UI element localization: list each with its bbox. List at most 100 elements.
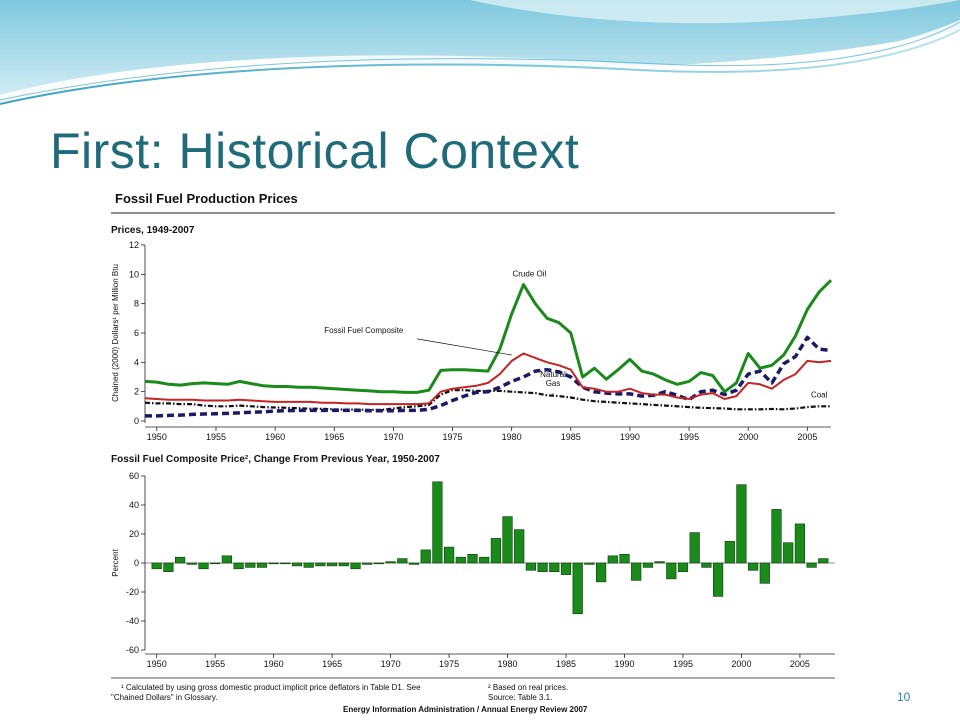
prices-y-tick-label: 0 xyxy=(134,416,139,426)
bar-1982 xyxy=(525,562,537,571)
bar-1991 xyxy=(631,562,642,581)
slide-title: First: Historical Context xyxy=(50,123,580,179)
change-x-tick-label: 1990 xyxy=(614,659,634,669)
bar-2001 xyxy=(747,562,759,571)
change-x-tick-label: 1970 xyxy=(381,659,401,669)
change-y-axis-label: Percent xyxy=(111,548,120,576)
bar-1988 xyxy=(595,562,607,583)
bar-2003 xyxy=(771,509,782,564)
series-line-natural-gas xyxy=(145,335,832,418)
bar-1961 xyxy=(280,562,291,565)
prices-y-tick-label: 8 xyxy=(134,299,139,309)
bar-1990 xyxy=(619,553,630,564)
bar-1973 xyxy=(420,549,431,564)
bar-2004 xyxy=(783,542,794,564)
bar-1992 xyxy=(642,562,653,568)
change-y-tick-label: 0 xyxy=(134,558,139,568)
prices-x-tick-label: 1960 xyxy=(265,432,285,442)
bar-1998 xyxy=(712,562,724,597)
footnote-right-1: ² Based on real prices. xyxy=(488,683,569,692)
prices-x-tick-label: 1975 xyxy=(443,432,463,442)
prices-y-axis-label: Chained (2000) Dollars¹ per Million Btu xyxy=(111,264,120,402)
bar-1964 xyxy=(315,562,326,567)
change-bar-chart: -60 -40 -20 0 20 40 60 1950 1955 1960 1965 1970 1975… xyxy=(111,471,835,669)
prices-y-tick-label: 4 xyxy=(134,357,139,367)
bar-1993 xyxy=(654,561,665,564)
bar-1979 xyxy=(490,538,502,564)
change-y-tick-label: -20 xyxy=(126,587,139,597)
footnote-left-1: ¹ Calculated by using gross domestic pro… xyxy=(121,683,421,692)
series-line-fossil-fuel-composite xyxy=(144,352,832,406)
annotation-composite-arrow xyxy=(416,338,512,356)
bar-1984 xyxy=(549,562,560,572)
bar-1972 xyxy=(408,562,420,565)
bar-2007 xyxy=(818,558,829,564)
prices-panel-title: Prices, 1949-2007 xyxy=(111,225,195,236)
change-x-tick-label: 1980 xyxy=(498,659,518,669)
prices-x-tick-label: 2000 xyxy=(738,432,758,442)
bar-2002 xyxy=(759,562,770,584)
bar-1962 xyxy=(291,562,303,567)
figure-title: Fossil Fuel Production Prices xyxy=(115,191,298,206)
change-y-tick-label: 20 xyxy=(129,529,139,539)
figure-credit: Energy Information Administration / Annu… xyxy=(343,705,588,714)
series-line-crude-oil xyxy=(144,279,833,394)
bar-1974 xyxy=(432,481,443,564)
prices-y-tick-label: 10 xyxy=(129,269,139,279)
prices-y-tick-label: 12 xyxy=(129,240,139,250)
change-x-tick-label: 1960 xyxy=(264,659,284,669)
annotation-natural-gas-line1: Natural xyxy=(540,370,566,379)
bar-1983 xyxy=(537,562,548,572)
bar-1987 xyxy=(584,562,595,565)
prices-line-chart: 0 2 4 6 8 10 12 1950 1955 1960 1965 1970 1975 1980 198… xyxy=(111,240,833,442)
change-x-tick-label: 1965 xyxy=(322,659,342,669)
change-x-tick-label: 1995 xyxy=(673,659,693,669)
bar-1994 xyxy=(666,562,677,580)
bar-1956 xyxy=(221,555,232,564)
bar-2000 xyxy=(736,484,747,564)
bar-1966 xyxy=(338,562,349,567)
change-y-tick-label: 40 xyxy=(129,500,139,510)
prices-x-tick-label: 1955 xyxy=(206,432,226,442)
prices-x-tick-label: 1965 xyxy=(324,432,344,442)
annotation-crude-oil: Crude Oil xyxy=(512,270,546,279)
page-number: 10 xyxy=(897,690,911,704)
change-x-tick-label: 1955 xyxy=(205,659,225,669)
bar-1967 xyxy=(350,562,361,570)
annotation-natural-gas-line2: Gas xyxy=(546,379,561,388)
bar-1989 xyxy=(607,555,618,564)
bar-1996 xyxy=(689,532,700,564)
bar-1950 xyxy=(151,562,162,570)
footnote-right-2: Source: Table 3.1. xyxy=(488,693,553,702)
change-y-tick-label: -40 xyxy=(126,616,139,626)
bar-1963 xyxy=(303,562,314,568)
change-x-tick-label: 2000 xyxy=(731,659,751,669)
prices-x-tick-label: 1980 xyxy=(502,432,522,442)
header-wave-banner xyxy=(0,0,960,110)
bar-1980 xyxy=(502,516,513,564)
bar-1957 xyxy=(233,562,244,570)
prices-x-tick-label: 1970 xyxy=(383,432,403,442)
bar-1981 xyxy=(514,529,525,564)
bar-1958 xyxy=(245,562,256,568)
annotation-fossil-fuel-composite: Fossil Fuel Composite xyxy=(324,326,404,335)
change-x-tick-label: 2005 xyxy=(790,659,810,669)
bar-1954 xyxy=(198,562,209,570)
change-y-tick-label: -60 xyxy=(126,645,139,655)
change-x-tick-label: 1985 xyxy=(556,659,576,669)
bar-1965 xyxy=(327,562,338,567)
prices-x-tick-label: 1985 xyxy=(561,432,581,442)
bar-1955 xyxy=(210,562,221,565)
bar-1995 xyxy=(677,562,689,572)
footnote-left-2: "Chained Dollars" in Glossary. xyxy=(111,693,218,702)
bar-1970 xyxy=(385,561,396,564)
bar-1978 xyxy=(479,556,490,564)
bar-1952 xyxy=(175,556,186,564)
bar-2006 xyxy=(806,562,817,568)
bar-1959 xyxy=(256,562,268,568)
bar-1951 xyxy=(163,562,174,572)
bar-1977 xyxy=(467,553,478,564)
prices-y-tick-label: 6 xyxy=(134,328,139,338)
bar-2005 xyxy=(794,523,805,564)
change-x-tick-label: 1975 xyxy=(439,659,459,669)
